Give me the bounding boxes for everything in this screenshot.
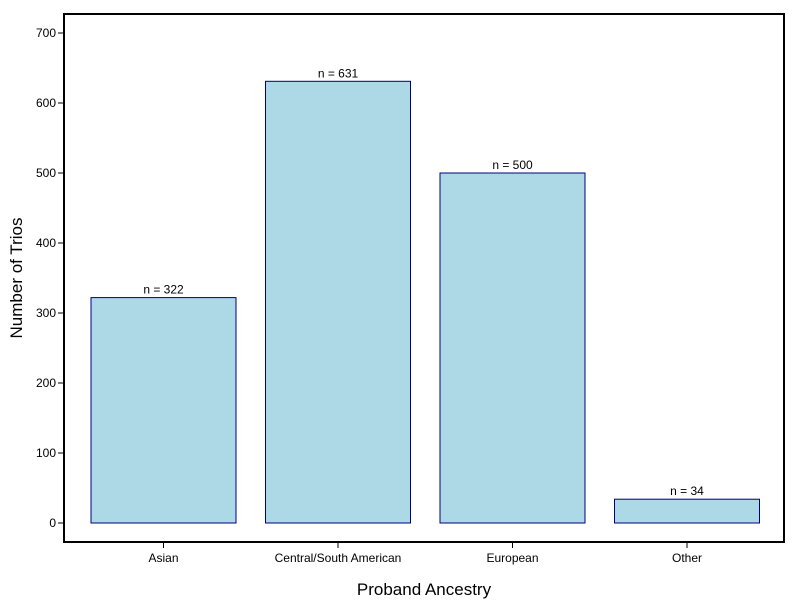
bar-central-south-american	[265, 80, 411, 524]
y-axis: 0 100 200 300 400 500 600 700	[36, 26, 64, 530]
x-tick-label: Central/South American	[275, 551, 402, 565]
x-tick-label: Other	[672, 551, 702, 565]
y-tick-label: 600	[36, 96, 56, 110]
y-tick-label: 200	[36, 376, 56, 390]
x-axis-title: Proband Ancestry	[357, 580, 492, 599]
bar-data-label: n = 631	[318, 66, 359, 80]
bar-data-label: n = 322	[143, 283, 184, 297]
y-tick-label: 700	[36, 26, 56, 40]
y-tick-label: 300	[36, 306, 56, 320]
data-labels-layer: n = 322 n = 631 n = 500 n = 34	[143, 66, 704, 498]
bar-european	[439, 172, 586, 524]
y-tick-label: 500	[36, 166, 56, 180]
bar-asian	[90, 297, 237, 524]
y-tick-label: 100	[36, 446, 56, 460]
y-tick-label: 400	[36, 236, 56, 250]
x-tick-label: European	[486, 551, 538, 565]
bar-data-label: n = 500	[492, 158, 533, 172]
bars-layer	[90, 80, 760, 524]
plot-frame	[63, 13, 785, 543]
x-axis: Asian Central/South American European Other	[148, 542, 702, 565]
x-tick-label: Asian	[148, 551, 178, 565]
y-tick-label: 0	[49, 516, 56, 530]
bar-data-label: n = 34	[670, 484, 704, 498]
y-axis-title: Number of Trios	[7, 218, 26, 339]
bar-other	[614, 498, 760, 524]
